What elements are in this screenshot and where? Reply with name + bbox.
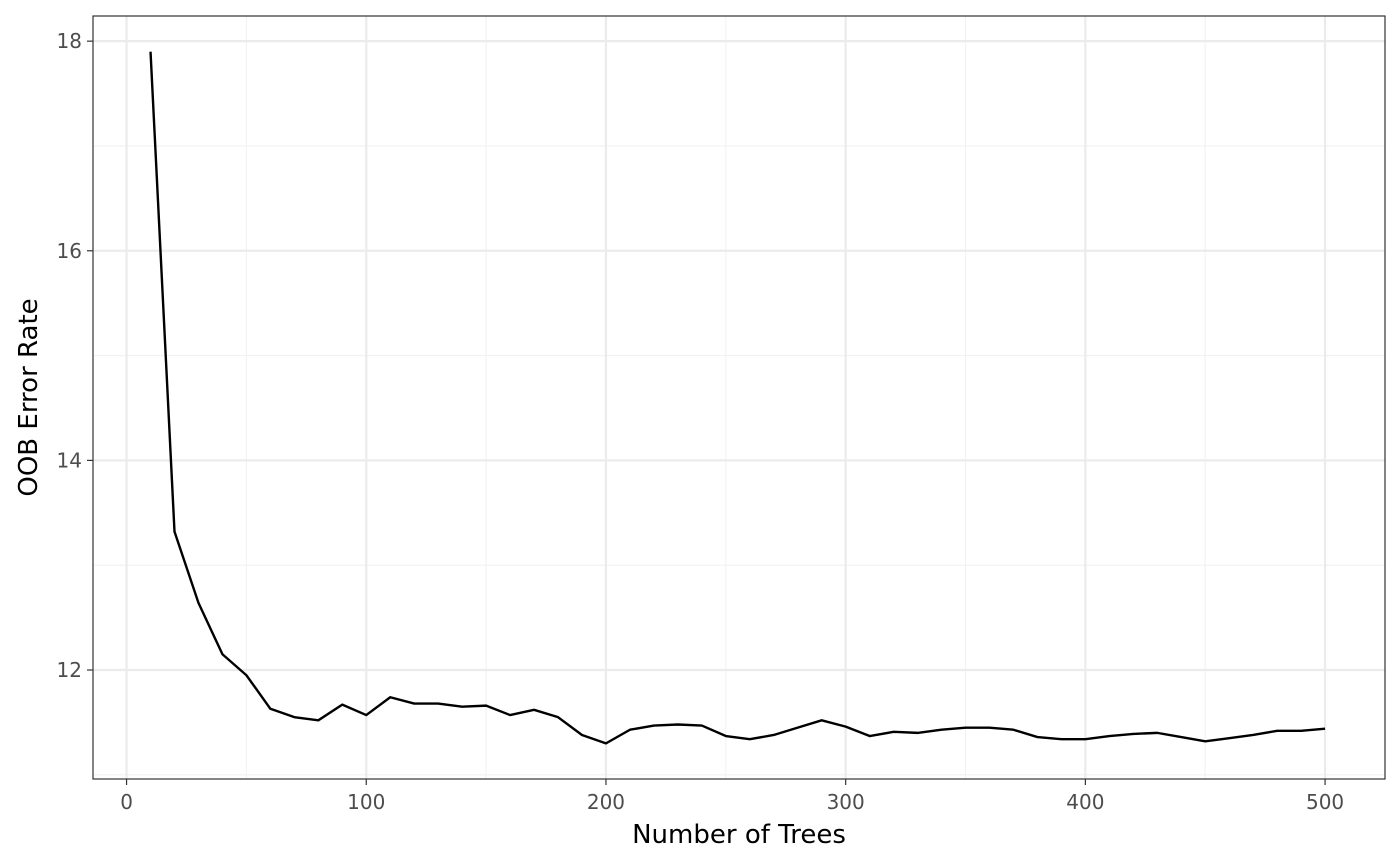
y-tick-label: 12 xyxy=(57,658,82,682)
x-tick-label: 500 xyxy=(1306,790,1344,814)
x-tick-label: 200 xyxy=(587,790,625,814)
y-tick-label: 18 xyxy=(57,29,82,53)
x-tick-label: 400 xyxy=(1066,790,1104,814)
x-tick-labels: 0 100 200 300 400 500 xyxy=(120,790,1344,814)
axis-ticks xyxy=(87,40,1326,785)
y-tick-labels: 12 14 16 18 xyxy=(57,29,82,682)
series-layer xyxy=(149,51,1326,745)
y-tick-label: 16 xyxy=(57,239,82,263)
minor-gridlines xyxy=(93,16,1385,779)
y-axis-title: OOB Error Rate xyxy=(14,298,44,496)
major-gridlines xyxy=(93,16,1385,779)
series-line xyxy=(149,51,1326,745)
x-tick-label: 300 xyxy=(827,790,865,814)
x-tick-label: 100 xyxy=(347,790,385,814)
x-tick-label: 0 xyxy=(120,790,133,814)
panel-border xyxy=(92,15,1386,780)
x-axis-title: Number of Trees xyxy=(632,820,846,850)
y-tick-label: 14 xyxy=(57,448,82,472)
